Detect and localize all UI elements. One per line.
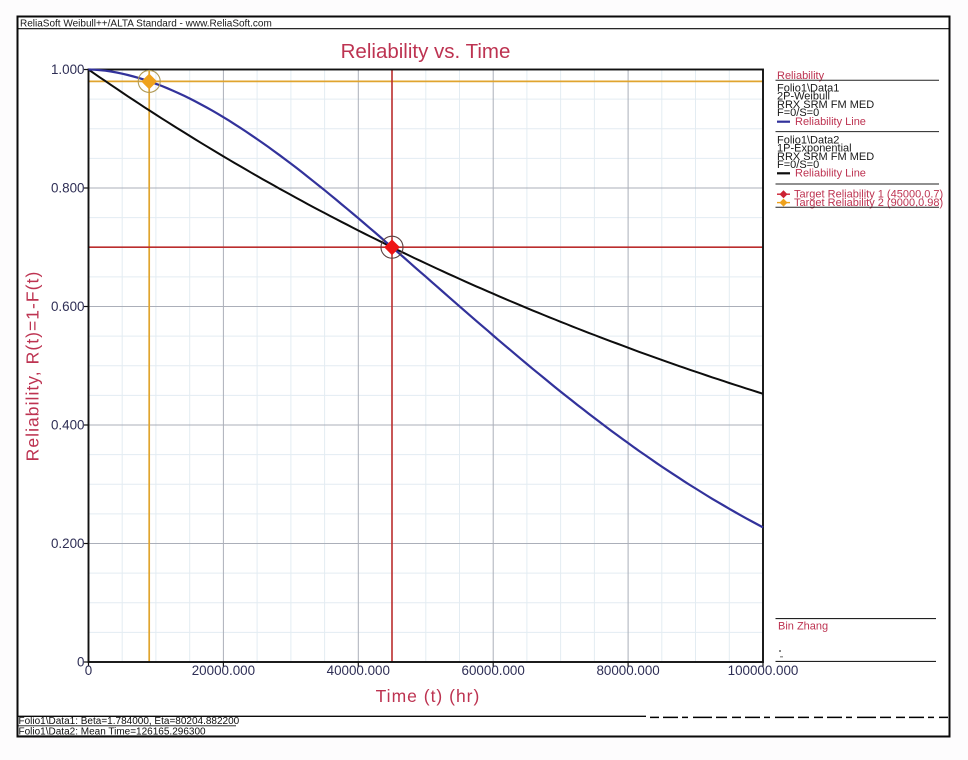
svg-text:0.400: 0.400: [51, 418, 85, 433]
svg-text:40000.000: 40000.000: [327, 663, 390, 678]
svg-text:1P-Exponential: 1P-Exponential: [777, 143, 852, 155]
svg-text:Target Reliability 1 (45000,0.: Target Reliability 1 (45000,0.7): [794, 189, 943, 201]
svg-text:Reliability: Reliability: [777, 70, 825, 82]
svg-text:Target Reliability 2 (9000,0.9: Target Reliability 2 (9000,0.98): [794, 197, 943, 209]
svg-text:F=0/S=0: F=0/S=0: [777, 107, 819, 119]
svg-text:20000.000: 20000.000: [192, 663, 255, 678]
svg-text:Folio1\Data2: Folio1\Data2: [777, 134, 839, 146]
svg-text:Folio1\Data1: Folio1\Data1: [777, 82, 839, 94]
svg-text:0: 0: [85, 663, 92, 678]
svg-text:Folio1\Data2: Mean Time=126165: Folio1\Data2: Mean Time=126165.296300: [19, 726, 207, 737]
svg-text:0: 0: [77, 655, 84, 670]
svg-text:0.200: 0.200: [51, 536, 85, 551]
svg-text:0.600: 0.600: [51, 299, 85, 314]
svg-text:2P-Weibull: 2P-Weibull: [777, 91, 830, 103]
svg-text:Folio1\Data1: Beta=1.784000, E: Folio1\Data1: Beta=1.784000, Eta=80204.8…: [19, 716, 240, 727]
svg-text:RRX SRM FM MED: RRX SRM FM MED: [777, 99, 874, 111]
svg-text:Reliability vs. Time: Reliability vs. Time: [341, 40, 511, 63]
svg-text:RRX SRM FM MED: RRX SRM FM MED: [777, 151, 874, 163]
svg-text:0.800: 0.800: [51, 181, 85, 196]
svg-text:1.000: 1.000: [51, 62, 85, 77]
svg-text:Reliability Line: Reliability Line: [795, 167, 866, 179]
svg-text:60000.000: 60000.000: [462, 663, 525, 678]
svg-text:Reliability, R(t)=1-F(t): Reliability, R(t)=1-F(t): [23, 271, 43, 462]
svg-text:Time (t) (hr): Time (t) (hr): [376, 686, 481, 706]
svg-text:Reliability Line: Reliability Line: [795, 116, 866, 128]
svg-text:80000.000: 80000.000: [596, 663, 659, 678]
svg-text:ReliaSoft Weibull++/ALTA Stand: ReliaSoft Weibull++/ALTA Standard - www.…: [20, 18, 272, 29]
svg-text:100000.000: 100000.000: [728, 663, 799, 678]
svg-text:F=0/S=0: F=0/S=0: [777, 159, 819, 171]
svg-text:Bin Zhang: Bin Zhang: [778, 621, 828, 633]
